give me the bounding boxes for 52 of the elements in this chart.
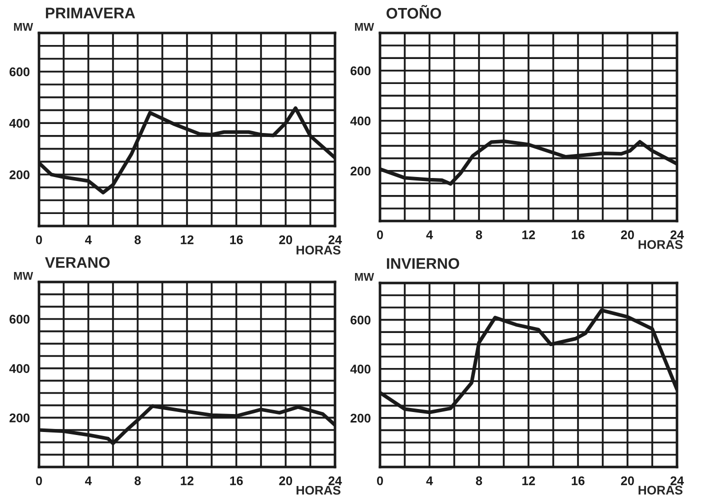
x-tick-label: 0 xyxy=(36,476,42,486)
x-tick-label: 4 xyxy=(85,235,92,244)
x-tick-label: 12 xyxy=(180,476,194,486)
x-tick-label: 8 xyxy=(476,476,482,486)
x-tick-label: 16 xyxy=(230,235,243,244)
y-tick-label: 600 xyxy=(10,314,30,324)
x-tick-label: 24 xyxy=(328,476,342,486)
x-axis-title: HORAS xyxy=(638,486,682,495)
chart-title: VERANO xyxy=(45,257,110,268)
y-axis-title: MW xyxy=(14,23,34,31)
chart-title: INVIERNO xyxy=(386,258,460,269)
y-tick-label: 600 xyxy=(350,66,370,76)
x-tick-label: 4 xyxy=(426,476,433,486)
y-tick-label: 600 xyxy=(10,67,30,76)
y-tick-label: 400 xyxy=(350,364,370,374)
y-tick-label: 200 xyxy=(350,166,370,176)
x-tick-label: 20 xyxy=(620,476,634,486)
y-tick-label: 400 xyxy=(9,364,30,373)
chart-title: OTOÑO xyxy=(386,4,442,19)
x-tick-label: 4 xyxy=(426,230,433,240)
x-tick-label: 8 xyxy=(476,230,482,240)
x-axis-title: HORAS xyxy=(296,486,340,495)
x-tick-label: 0 xyxy=(36,235,42,244)
x-tick-label: 24 xyxy=(670,476,684,486)
x-tick-label: 0 xyxy=(377,230,383,240)
y-tick-label: 400 xyxy=(350,116,370,126)
x-tick-label: 0 xyxy=(377,476,383,486)
x-tick-label: 24 xyxy=(328,235,342,244)
x-tick-label: 20 xyxy=(279,235,292,244)
x-axis-title: HORAS xyxy=(296,246,340,254)
x-tick-label: 24 xyxy=(670,230,684,240)
y-axis-title: MW xyxy=(14,272,34,280)
x-tick-label: 4 xyxy=(85,476,92,486)
chart-title: PRIMAVERA xyxy=(46,8,136,18)
x-tick-label: 16 xyxy=(572,476,584,486)
y-tick-label: 400 xyxy=(9,118,30,128)
x-tick-label: 8 xyxy=(134,235,141,244)
x-tick-label: 12 xyxy=(522,230,535,240)
x-tick-label: 20 xyxy=(620,230,634,240)
y-tick-label: 600 xyxy=(350,316,370,324)
x-tick-label: 8 xyxy=(134,476,141,486)
x-axis-title: HORAS xyxy=(638,240,682,249)
x-tick-label: 12 xyxy=(180,235,194,244)
y-tick-label: 200 xyxy=(10,170,30,180)
y-tick-label: 200 xyxy=(10,413,30,422)
x-tick-label: 20 xyxy=(279,476,292,486)
y-axis-title: MW xyxy=(355,23,374,31)
x-tick-label: 16 xyxy=(230,476,243,486)
y-tick-label: 200 xyxy=(350,414,370,423)
x-tick-label: 16 xyxy=(572,230,584,240)
y-axis-title: MW xyxy=(355,273,374,281)
x-tick-label: 12 xyxy=(522,476,535,486)
